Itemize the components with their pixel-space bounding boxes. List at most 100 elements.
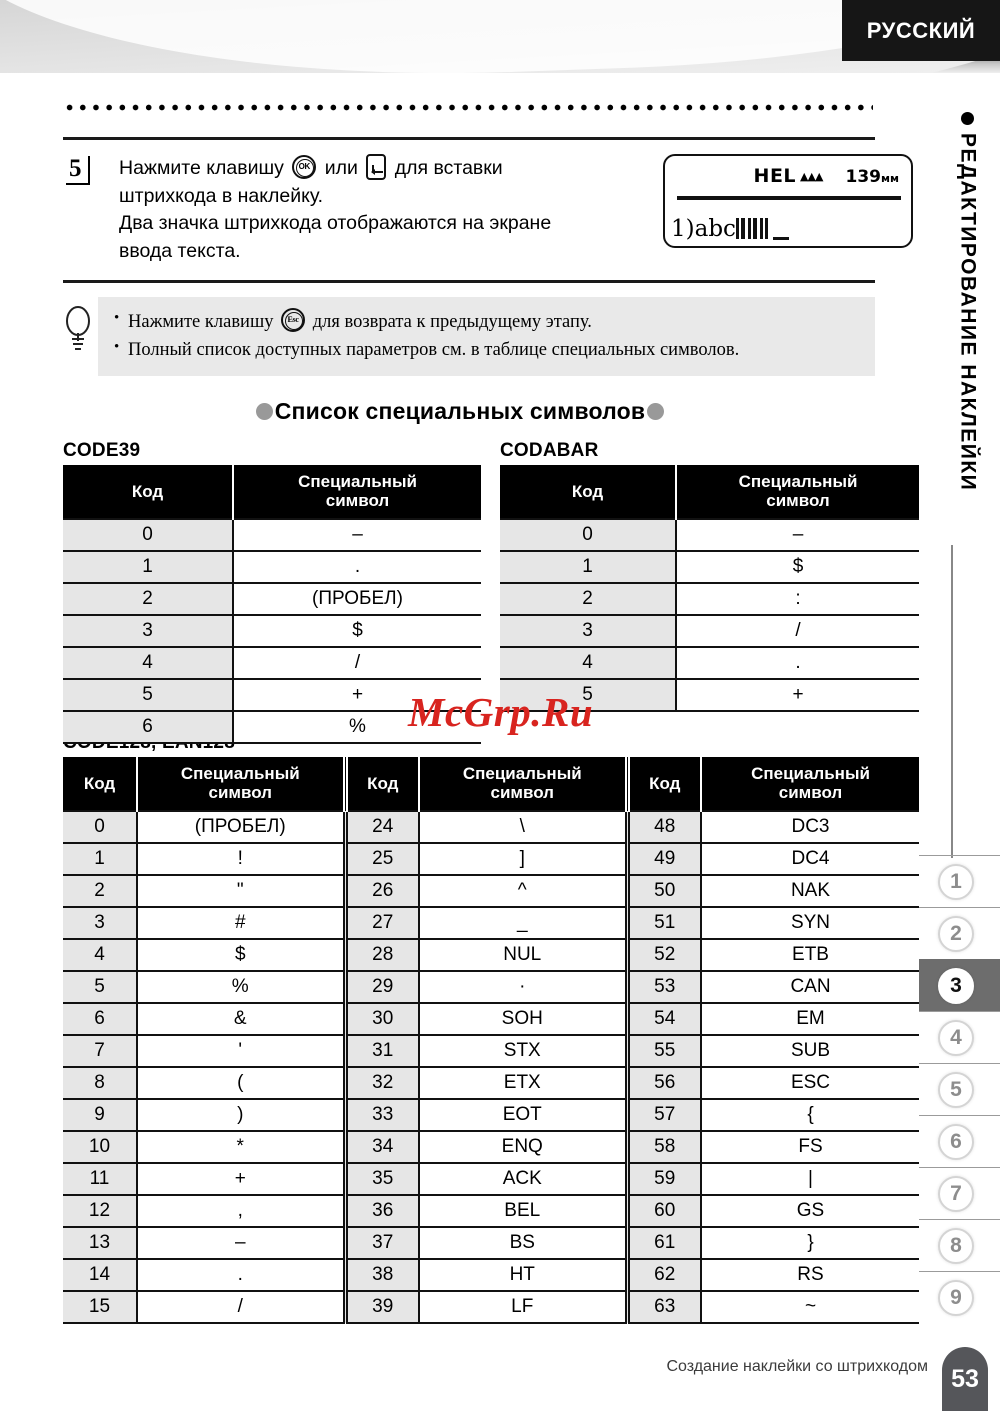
chapter-tab-8[interactable]: 8 bbox=[912, 1219, 1000, 1271]
cell-code: 1 bbox=[63, 550, 233, 585]
cell-code: 50 bbox=[624, 874, 701, 909]
cell-code: 53 bbox=[624, 970, 701, 1005]
table-row: 0 (ПРОБЕЛ) 24 \ 48 DC3 bbox=[63, 810, 919, 845]
table-row: 0– bbox=[63, 518, 481, 553]
cell-symbol: ( bbox=[136, 1066, 345, 1101]
tip-block: Нажмите клавишу Esc для возврата к преды… bbox=[63, 296, 875, 377]
cell-code: 8 bbox=[63, 1066, 137, 1101]
cell-symbol: . bbox=[232, 550, 481, 585]
cell-code: 63 bbox=[624, 1290, 701, 1325]
watermark: McGrp.Ru bbox=[408, 689, 594, 735]
cell-code: 5 bbox=[63, 970, 137, 1005]
chapter-tab-7[interactable]: 7 bbox=[912, 1167, 1000, 1219]
cell-symbol: ESC bbox=[700, 1066, 919, 1101]
table-row: 3 $ bbox=[63, 614, 481, 649]
step-text: Нажмите клавишу OK или для вставки штрих… bbox=[119, 154, 639, 266]
tip-bullet-1-part-a: Нажмите клавишу bbox=[128, 311, 274, 332]
chapter-tab-4[interactable]: 4 bbox=[912, 1011, 1000, 1063]
code39-table-label: CODE39 bbox=[63, 440, 141, 462]
cell-symbol: CAN bbox=[700, 970, 919, 1005]
cell-symbol: % bbox=[136, 970, 345, 1005]
cell-code: 35 bbox=[342, 1162, 419, 1197]
cell-symbol: – bbox=[232, 518, 481, 553]
code128-header-symbol-3-l1: Специальный bbox=[751, 764, 870, 784]
page-number-tab: 53 bbox=[942, 1347, 988, 1411]
chapter-tab-4-label: 4 bbox=[938, 1019, 974, 1056]
code128-header-symbol-1-l2: символ bbox=[208, 783, 272, 803]
cell-code: 52 bbox=[624, 938, 701, 973]
cell-symbol: _ bbox=[418, 906, 627, 941]
cell-symbol: \ bbox=[418, 810, 627, 845]
step-line2: штрихкода в наклейку. bbox=[119, 184, 324, 207]
cell-symbol: – bbox=[675, 518, 919, 553]
codabar-header-code: Код bbox=[500, 465, 676, 520]
chapter-tab-6[interactable]: 6 bbox=[912, 1115, 1000, 1167]
lcd-text-row: 1)abc bbox=[671, 216, 789, 242]
barcode-icon bbox=[735, 218, 771, 239]
cell-code: 54 bbox=[624, 1002, 701, 1037]
table-row: 13–37 BS 61} bbox=[63, 1226, 919, 1261]
cell-symbol: GS bbox=[700, 1194, 919, 1229]
table-row: 9) 33 EOT 57{ bbox=[63, 1098, 919, 1133]
table-row: 5% 29 · 53 CAN bbox=[63, 970, 919, 1005]
cell-symbol: + bbox=[136, 1162, 345, 1197]
step-block-5: 5 Нажмите клавишу OK или для вставки штр… bbox=[63, 154, 913, 266]
table-row: 0– bbox=[500, 518, 919, 553]
language-badge-label: РУССКИЙ bbox=[866, 17, 976, 43]
sidebar-vertical-rule bbox=[951, 545, 953, 858]
step-line3: Два значка штрихкода отображаются на экр… bbox=[119, 212, 552, 235]
cell-code: 9 bbox=[63, 1098, 137, 1133]
cell-code: 57 bbox=[624, 1098, 701, 1133]
cell-code: 55 bbox=[624, 1034, 701, 1069]
cell-code: 0 bbox=[500, 518, 676, 553]
codabar-table-label: CODABAR bbox=[500, 440, 599, 462]
cell-symbol: NUL bbox=[418, 938, 627, 973]
cell-symbol: + bbox=[232, 678, 481, 713]
chapter-tab-3[interactable]: 3 bbox=[912, 959, 1000, 1011]
cell-code: 3 bbox=[63, 614, 233, 649]
cell-code: 58 bbox=[624, 1130, 701, 1165]
chapter-tab-2[interactable]: 2 bbox=[912, 907, 1000, 959]
cell-code: 26 bbox=[342, 874, 419, 909]
tip-box: Нажмите клавишу Esc для возврата к преды… bbox=[98, 296, 875, 377]
lightbulb-icon bbox=[66, 305, 90, 350]
step-bottom-rule bbox=[63, 279, 875, 283]
cell-symbol: $ bbox=[136, 938, 345, 973]
code128-table: Код Специальный символ Код Специальный с… bbox=[63, 757, 919, 1325]
table-row: 2: bbox=[500, 582, 919, 617]
cell-symbol: · bbox=[418, 970, 627, 1005]
table-row: 5 + bbox=[500, 678, 919, 713]
chapter-tab-1[interactable]: 1 bbox=[912, 855, 1000, 907]
table-row: 12, 36 BEL 60 GS bbox=[63, 1194, 919, 1229]
cell-symbol: – bbox=[136, 1226, 345, 1261]
cell-code: 4 bbox=[63, 938, 137, 973]
code128-header-symbol-1-l1: Специальный bbox=[180, 764, 300, 784]
cell-symbol: ETX bbox=[418, 1066, 627, 1101]
cell-code: 48 bbox=[624, 810, 701, 845]
cell-code: 1 bbox=[500, 550, 676, 585]
tip-bullet-1: Нажмите клавишу Esc для возврата к преды… bbox=[112, 307, 861, 337]
step-line1-part-b: или bbox=[324, 157, 358, 179]
chapter-tab-5[interactable]: 5 bbox=[912, 1063, 1000, 1115]
chapter-tab-6-label: 6 bbox=[938, 1123, 974, 1160]
cell-symbol: + bbox=[675, 678, 919, 713]
cell-code: 29 bbox=[342, 970, 419, 1005]
cell-symbol: ~ bbox=[700, 1290, 919, 1325]
step-number: 5 bbox=[66, 155, 90, 186]
cell-symbol: # bbox=[136, 906, 345, 941]
table-row: 3 #27 _ 51 SYN bbox=[63, 906, 919, 941]
code128-header-symbol-2-l1: Специальный bbox=[462, 764, 582, 784]
top-banner bbox=[0, 0, 1000, 73]
cell-code: 15 bbox=[63, 1290, 137, 1325]
page-footer: Создание наклейки со штрихкодом 53 bbox=[0, 1335, 1000, 1411]
table-row: 5 + bbox=[63, 678, 481, 713]
cell-symbol: NAK bbox=[700, 874, 919, 909]
page-content: 5 Нажмите клавишу OK или для вставки штр… bbox=[0, 73, 920, 1325]
cell-symbol: / bbox=[136, 1290, 345, 1325]
code128-table-block: CODE128, EAN128 Код Специальный символ К… bbox=[63, 732, 919, 1325]
codabar-table-block: CODABAR Код Специальный символ 0– bbox=[500, 440, 919, 744]
cell-symbol: } bbox=[700, 1226, 919, 1261]
table-row: 7 ' 31 STX 55 SUB bbox=[63, 1034, 919, 1069]
chapter-tab-9[interactable]: 9 bbox=[912, 1271, 1000, 1323]
lcd-size-icon: ▲▲▲ bbox=[800, 169, 823, 183]
